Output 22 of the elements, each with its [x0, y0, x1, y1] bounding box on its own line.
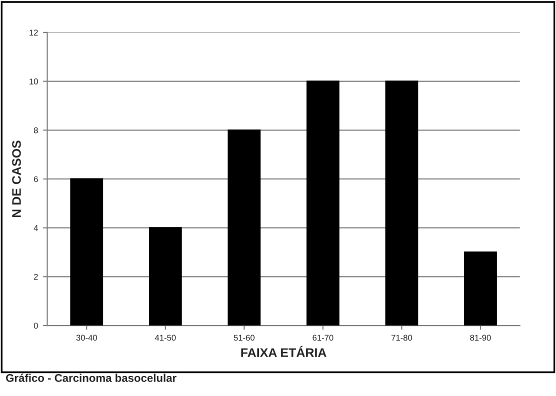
y-tick-label: 12 — [30, 30, 38, 36]
y-tick-label: 4 — [34, 225, 38, 231]
x-axis-title: FAIXA ETÁRIA — [241, 346, 326, 357]
x-tick-label: 71-80 — [391, 334, 412, 341]
y-tick-label: 6 — [34, 176, 38, 182]
bar — [464, 252, 497, 326]
bar — [385, 80, 418, 326]
bar — [148, 227, 182, 326]
bar — [70, 178, 104, 326]
x-tick-label: 30-40 — [76, 334, 97, 341]
bar — [228, 129, 261, 326]
y-tick-label: 0 — [34, 322, 38, 329]
text: Gráfico - Carcinoma basocelular — [6, 374, 176, 382]
x-tick-label: 81-90 — [470, 334, 491, 341]
x-tick-label: 61-70 — [312, 334, 334, 341]
x-tick-label: 51-60 — [234, 334, 255, 341]
bar — [306, 80, 340, 326]
y-tick-label: 8 — [34, 127, 38, 134]
y-tick-label: 2 — [34, 274, 38, 280]
y-axis-title: N DE CASOS — [12, 140, 21, 218]
y-tick-label: 10 — [30, 78, 38, 84]
x-tick-label: 41-50 — [154, 334, 176, 341]
